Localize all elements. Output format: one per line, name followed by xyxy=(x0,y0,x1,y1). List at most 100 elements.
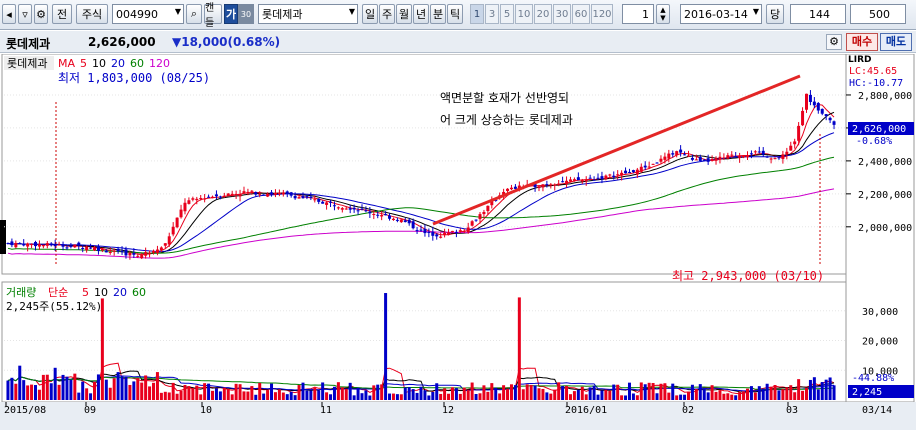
settings-icon[interactable]: ⚙ xyxy=(34,4,48,24)
volume-bar xyxy=(218,391,222,400)
volume-tick-label: 30,000 xyxy=(862,307,898,318)
interval-button-5[interactable]: 5 xyxy=(500,4,514,24)
volume-bar xyxy=(159,392,163,400)
volume-bar xyxy=(561,386,565,400)
cycle-button[interactable]: 전 xyxy=(52,4,72,24)
volume-bar xyxy=(199,394,203,400)
volume-bar xyxy=(281,392,285,400)
period-tab-0[interactable]: 일 xyxy=(362,4,378,24)
volume-bar xyxy=(513,385,517,400)
volume-bar xyxy=(734,395,738,400)
gear-icon[interactable]: ⚙ xyxy=(826,34,842,50)
market-select[interactable]: 주식 xyxy=(76,4,108,24)
volume-bar xyxy=(478,393,482,400)
volume-bar xyxy=(447,393,451,400)
chart-type-button[interactable]: 캔들 xyxy=(204,3,222,29)
volume-bar xyxy=(250,386,254,400)
volume-bar xyxy=(671,383,675,400)
interval-button-30[interactable]: 30 xyxy=(553,4,571,24)
volume-bar xyxy=(832,385,836,400)
x-tick-label: 10 xyxy=(200,405,212,416)
buy-button[interactable]: 매수 xyxy=(846,33,878,51)
ma-name-box xyxy=(4,56,54,70)
volume-bar xyxy=(521,389,525,400)
candle-body xyxy=(698,157,702,161)
interval-button-120[interactable]: 120 xyxy=(591,4,613,24)
ka-button[interactable]: 가 xyxy=(224,4,238,24)
volume-bar xyxy=(608,390,612,400)
candle-body xyxy=(305,196,309,198)
sell-button[interactable]: 매도 xyxy=(880,33,912,51)
stock-chart[interactable]: 롯데제과 MA 5 10 20 60 120 최저 1,803,000 (08/25) … xyxy=(0,54,916,430)
volume-bar xyxy=(808,379,812,400)
candle-body xyxy=(647,166,651,168)
search-icon[interactable]: ⌕ xyxy=(186,4,202,24)
candle-body xyxy=(388,215,392,219)
interval-button-10[interactable]: 10 xyxy=(515,4,533,24)
period-tab-2[interactable]: 월 xyxy=(396,4,412,24)
volume-bar xyxy=(230,394,234,400)
volume-ma-period-label: 5 xyxy=(82,286,89,299)
interval-button-1[interactable]: 1 xyxy=(470,4,484,24)
candle-body xyxy=(159,247,163,251)
stock-name-select[interactable]: 롯데제과 ▼ xyxy=(258,4,358,24)
count-input[interactable]: 1 xyxy=(622,4,654,24)
candle-body xyxy=(108,252,112,254)
period-tab-5[interactable]: 틱 xyxy=(447,4,463,24)
volume-bar xyxy=(34,385,38,400)
volume-bar xyxy=(781,389,785,400)
lc-label: LC:45.65 xyxy=(849,66,897,77)
candle-body xyxy=(136,255,140,257)
volume-ma-period-label: 20 xyxy=(113,286,127,299)
volume-bar xyxy=(730,394,734,400)
volume-bar xyxy=(631,393,635,400)
candle-body xyxy=(352,207,356,210)
volume-bar xyxy=(568,394,572,400)
candle-body xyxy=(336,207,340,209)
volume-bar xyxy=(785,387,789,400)
volume-bar xyxy=(679,394,683,400)
period-tab-1[interactable]: 주 xyxy=(379,4,395,24)
candle-body xyxy=(167,236,171,245)
candle-body xyxy=(816,102,820,111)
candle-body xyxy=(470,221,474,226)
candle-body xyxy=(820,108,824,114)
dang-button[interactable]: 당 xyxy=(766,4,784,24)
candle-body xyxy=(175,217,179,228)
stock-code-input[interactable]: 004990 ▼ xyxy=(112,4,184,24)
volume-bar xyxy=(388,393,392,400)
candle-body xyxy=(600,176,604,180)
candle-body xyxy=(777,157,781,159)
volume-bar xyxy=(85,388,89,400)
date-input[interactable]: 2016-03-14 ▼ xyxy=(680,4,762,24)
volume-bar xyxy=(667,392,671,400)
candle-body xyxy=(254,192,258,195)
volume-bar xyxy=(502,385,506,400)
candle-body xyxy=(37,244,41,247)
count-spinner[interactable]: ▲ ▼ xyxy=(656,4,670,24)
volume-bar xyxy=(686,391,690,400)
candle-body xyxy=(710,158,714,162)
interval-button-60[interactable]: 60 xyxy=(572,4,590,24)
bars-input[interactable]: 144 xyxy=(790,4,846,24)
candle-body xyxy=(262,194,266,196)
filter-icon[interactable]: ▿ xyxy=(18,4,32,24)
chevron-down-icon: ▼ xyxy=(348,7,355,16)
chart-side-handle[interactable] xyxy=(0,220,6,254)
candle-body xyxy=(376,214,380,216)
zoom-input[interactable]: 500 xyxy=(850,4,906,24)
volume-bar xyxy=(293,395,297,400)
price-change: ▼18,000(0.68%) xyxy=(172,35,281,49)
candle-body xyxy=(321,201,325,204)
candle-body xyxy=(458,230,462,232)
period-tab-4[interactable]: 분 xyxy=(430,4,446,24)
period-tab-3[interactable]: 년 xyxy=(413,4,429,24)
candle-body xyxy=(183,202,187,212)
volume-bar xyxy=(258,382,262,400)
candle-body xyxy=(96,246,100,251)
interval-button-3[interactable]: 3 xyxy=(485,4,499,24)
interval-button-20[interactable]: 20 xyxy=(534,4,552,24)
lock-icon[interactable]: ◂ xyxy=(2,4,16,24)
candle-body xyxy=(576,177,580,181)
annotation-line-1: 액면분할 호재가 선반영되 xyxy=(440,91,569,105)
